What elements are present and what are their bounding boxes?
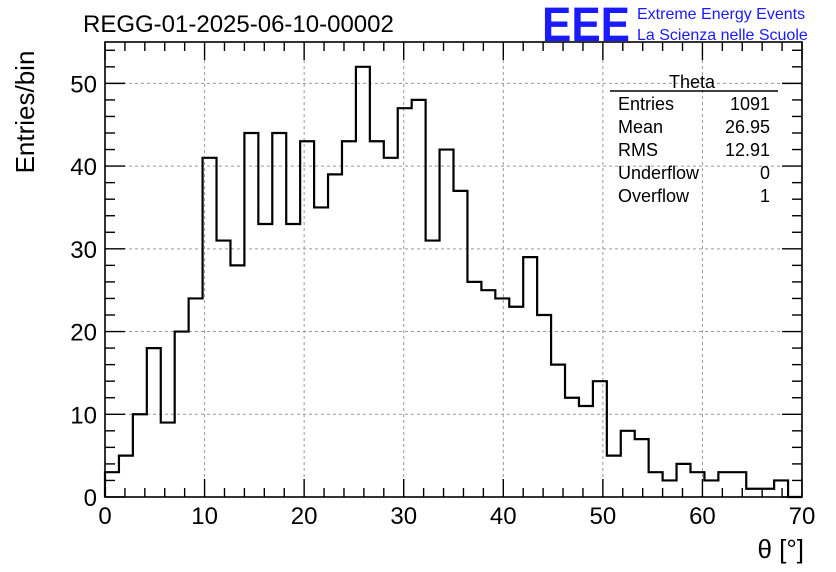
axis-ticks: [104, 42, 803, 498]
x-axis-label: θ [°]: [757, 534, 804, 564]
eee-logo-mark: EEE: [542, 0, 630, 52]
x-tick-label: 30: [390, 503, 417, 530]
plot-frame: [104, 41, 803, 498]
x-tick-label: 0: [98, 503, 111, 530]
stats-row-label: Overflow: [618, 186, 690, 206]
x-tick-label: 20: [291, 503, 318, 530]
stats-box: Theta Entries 1091 Mean 26.95 RMS 12.91 Underf…: [610, 72, 778, 206]
y-tick-label: 50: [70, 71, 97, 98]
stats-rows: Entries 1091 Mean 26.95 RMS 12.91 Underflow 0 Ov…: [618, 94, 770, 206]
y-tick-label: 20: [70, 320, 97, 347]
run-title: REGG-01-2025-06-10-00002: [83, 11, 394, 38]
x-tick-label: 50: [590, 503, 617, 530]
stats-row-label: Underflow: [618, 163, 700, 183]
y-tick-label: 10: [70, 402, 97, 429]
stats-row-label: Entries: [618, 94, 674, 114]
y-axis-label: Entries/bin: [10, 51, 40, 174]
stats-row-value: 1: [760, 186, 770, 206]
eee-logo: EEE Extreme Energy Events La Scienza nel…: [542, 0, 808, 52]
x-tick-label: 40: [490, 503, 517, 530]
x-tick-label: 60: [689, 503, 716, 530]
stats-row-value: 12.91: [725, 140, 770, 160]
y-tick-label: 30: [70, 237, 97, 264]
x-tick-label: 10: [191, 503, 218, 530]
histogram-line: [103, 65, 802, 499]
stats-row-label: Mean: [618, 117, 663, 137]
grid-lines: [105, 42, 802, 497]
stats-row-value: 26.95: [725, 117, 770, 137]
stats-row-label: RMS: [618, 140, 658, 160]
logo-line2: La Scienza nelle Scuole: [637, 27, 808, 44]
logo-line1: Extreme Energy Events: [637, 6, 805, 23]
stats-box-name: Theta: [669, 72, 716, 92]
stats-row-value: 1091: [730, 94, 770, 114]
stats-row-value: 0: [760, 163, 770, 183]
x-tick-label: 70: [789, 503, 816, 530]
y-tick-label: 0: [84, 485, 97, 512]
y-tick-label: 40: [70, 154, 97, 181]
